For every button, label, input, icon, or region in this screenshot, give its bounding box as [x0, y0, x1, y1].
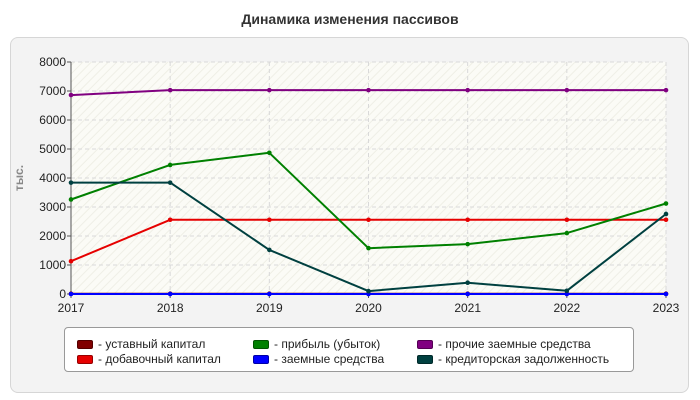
legend-swatch [77, 354, 93, 364]
data-point [465, 280, 470, 285]
legend-item-ustavny-kapital: - уставный капитал [77, 337, 205, 351]
y-tick-label: 0 [59, 287, 66, 301]
legend-swatch [417, 354, 433, 364]
data-point [663, 217, 669, 223]
data-point [366, 217, 371, 223]
y-axis-label: тыс. [12, 165, 26, 191]
data-point [68, 180, 74, 185]
y-tick-label: 7000 [39, 84, 66, 98]
data-point [366, 87, 371, 93]
x-tick-label: 2021 [454, 301, 481, 315]
legend-swatch [77, 339, 93, 349]
data-point [564, 230, 570, 236]
data-point [564, 288, 570, 294]
x-tick-label: 2019 [256, 301, 283, 315]
y-tick-label: 1000 [39, 258, 66, 272]
data-point [663, 211, 669, 217]
data-point [366, 288, 371, 294]
data-point [663, 201, 669, 206]
data-point [564, 87, 570, 93]
data-point [564, 291, 570, 297]
data-point [68, 92, 74, 98]
data-point [167, 162, 173, 168]
legend-item-zaemnye-sredstva: - заемные средства [253, 352, 384, 366]
y-tick-label: 4000 [39, 171, 66, 185]
y-tick-label: 8000 [39, 55, 66, 69]
data-point [663, 291, 669, 297]
data-point [167, 217, 173, 223]
data-point [465, 291, 470, 297]
data-point [366, 245, 371, 251]
y-tick-label: 3000 [39, 200, 66, 214]
tick-labels: 0 1000 2000 3000 4000 5000 6000 7000 8000 2017 201… [39, 55, 679, 315]
legend-label: - прибыль (убыток) [274, 337, 381, 351]
data-point [267, 87, 272, 93]
data-point [167, 87, 173, 93]
data-point [267, 150, 272, 156]
data-point [564, 217, 570, 223]
legend-label: - кредиторская задолженность [438, 352, 610, 366]
legend-item-kreditorskaya: - кредиторская задолженность [417, 352, 609, 366]
legend: - уставный капитал - добавочный капитал … [64, 327, 634, 372]
legend-label: - прочие заемные средства [438, 337, 591, 351]
data-point [465, 241, 470, 247]
data-point [465, 87, 470, 93]
legend-label: - уставный капитал [98, 337, 206, 351]
data-point [68, 258, 74, 264]
x-tick-label: 2020 [355, 301, 382, 315]
x-tick-label: 2018 [157, 301, 184, 315]
legend-swatch [253, 354, 269, 364]
legend-swatch [253, 339, 269, 349]
legend-swatch [417, 339, 433, 349]
data-point [167, 180, 173, 185]
data-point [267, 247, 272, 253]
chart-title: Динамика изменения пассивов [241, 11, 459, 27]
legend-item-pribyl: - прибыль (убыток) [253, 337, 380, 351]
data-point [167, 291, 173, 297]
data-point [68, 197, 74, 202]
data-point [68, 291, 74, 297]
x-tick-label: 2023 [653, 301, 680, 315]
series-layer [68, 87, 669, 297]
legend-item-prochie-zaemnye: - прочие заемные средства [417, 337, 591, 351]
x-tick-label: 2022 [553, 301, 580, 315]
y-tick-label: 6000 [39, 113, 66, 127]
x-tick-label: 2017 [58, 301, 85, 315]
legend-label: - добавочный капитал [98, 352, 221, 366]
legend-label: - заемные средства [274, 352, 385, 366]
y-tick-label: 5000 [39, 142, 66, 156]
y-tick-label: 2000 [39, 229, 66, 243]
legend-item-dobavochny-kapital: - добавочный капитал [77, 352, 221, 366]
data-point [267, 291, 272, 297]
data-point [465, 217, 470, 223]
data-point [663, 87, 669, 93]
data-point [267, 217, 272, 223]
